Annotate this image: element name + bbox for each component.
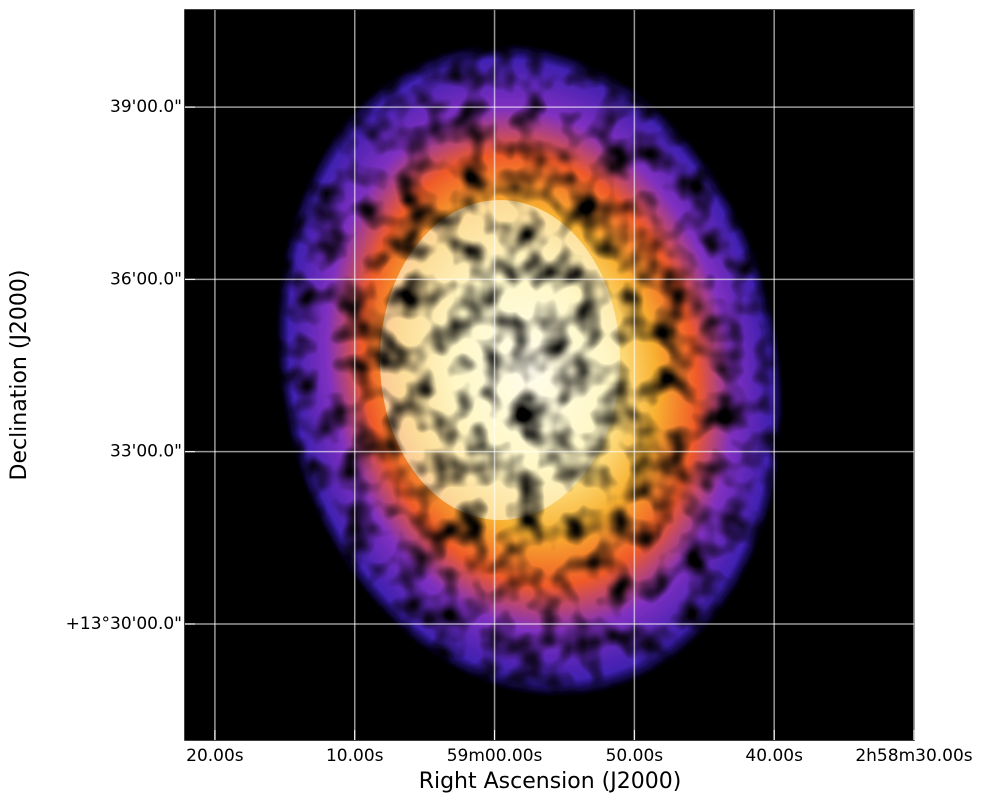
x-tick-label: 40.00s [745,746,803,766]
x-axis-label: Right Ascension (J2000) [419,769,682,794]
x-tick-label: 10.00s [326,746,384,766]
sky-image [185,10,914,740]
x-tick-label: 50.00s [606,746,664,766]
y-tick-label: 39'00.0" [110,97,182,117]
y-axis-label: Declination (J2000) [7,270,32,481]
y-tick-label: 36'00.0" [110,269,182,289]
x-tick-label: 59m00.00s [447,746,543,766]
x-tick-label: 20.00s [186,746,244,766]
x-tick-label: 2h58m30.00s [855,746,972,766]
y-tick-label: 33'00.0" [110,442,182,462]
y-tick-label: +13°30'00.0" [66,614,182,634]
